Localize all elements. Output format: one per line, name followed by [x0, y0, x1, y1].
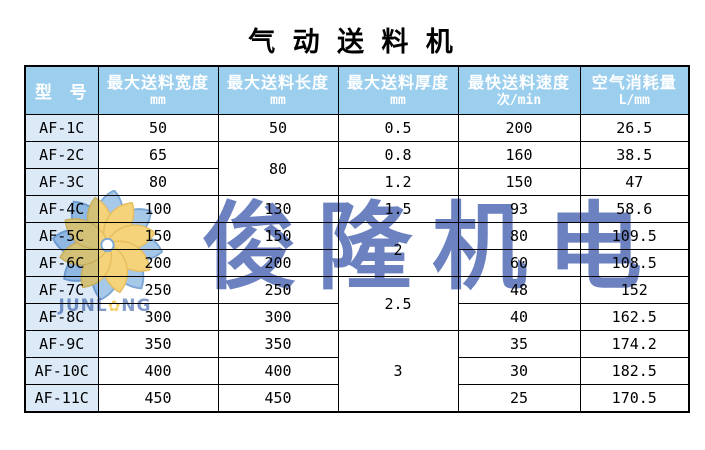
- cell-speed: 200: [457, 114, 581, 142]
- col-header-air-unit: L/mm: [618, 92, 650, 108]
- table-row: AF-3C 80 1.2 150 47: [24, 168, 690, 196]
- cell-air: 58.6: [579, 195, 690, 223]
- table-row: AF-8C 300 300 40 162.5: [24, 303, 690, 331]
- col-header-thickness-label: 最大送料厚度: [346, 72, 449, 92]
- cell-model: AF-8C: [24, 303, 99, 331]
- cell-air: 152: [579, 276, 690, 304]
- cell-width: 50: [97, 114, 219, 142]
- cell-width: 450: [97, 384, 219, 413]
- table-row: AF-1C 50 50 0.5 200 26.5: [24, 114, 690, 142]
- cell-model: AF-5C: [24, 222, 99, 250]
- cell-thickness: 1.5: [337, 195, 459, 223]
- cell-width: 250: [97, 276, 219, 304]
- header-row: 型 号 最大送料宽度 mm 最大送料长度 mm 最大送料厚度 mm 最快送料速度…: [24, 65, 690, 115]
- cell-width: 100: [97, 195, 219, 223]
- col-header-speed: 最快送料速度 次/min: [457, 65, 581, 115]
- col-header-thickness: 最大送料厚度 mm: [337, 65, 459, 115]
- cell-model: AF-3C: [24, 168, 99, 196]
- cell-thickness-merged: 2: [337, 222, 459, 277]
- col-header-width-label: 最大送料宽度: [106, 72, 209, 92]
- table-row: AF-4C 100 130 1.5 93 58.6: [24, 195, 690, 223]
- cell-air: 109.5: [579, 222, 690, 250]
- col-header-speed-label: 最快送料速度: [467, 72, 570, 92]
- cell-model: AF-2C: [24, 141, 99, 169]
- table-row: AF-10C 400 400 30 182.5: [24, 357, 690, 385]
- cell-length: 250: [217, 276, 339, 304]
- cell-length: 300: [217, 303, 339, 331]
- table-row: AF-7C 250 250 2.5 48 152: [24, 276, 690, 331]
- cell-model: AF-10C: [24, 357, 99, 385]
- table-row: AF-5C 150 150 2 80 109.5: [24, 222, 690, 277]
- cell-width: 200: [97, 249, 219, 277]
- cell-model: AF-9C: [24, 330, 99, 358]
- cell-length: 130: [217, 195, 339, 223]
- cell-width: 80: [97, 168, 219, 196]
- page-title: 气 动 送 料 机: [248, 27, 457, 58]
- cell-air: 26.5: [579, 114, 690, 142]
- cell-length: 350: [217, 330, 339, 358]
- cell-speed: 160: [457, 141, 581, 169]
- cell-thickness-merged: 2.5: [337, 276, 459, 331]
- cell-speed: 150: [457, 168, 581, 196]
- table-row: AF-2C 65 80 0.8 160 38.5: [24, 141, 690, 196]
- table-row: AF-11C 450 450 25 170.5: [24, 384, 690, 413]
- cell-width: 300: [97, 303, 219, 331]
- cell-width: 400: [97, 357, 219, 385]
- cell-air: 170.5: [579, 384, 690, 413]
- cell-speed: 30: [457, 357, 581, 385]
- cell-air: 108.5: [579, 249, 690, 277]
- cell-model: AF-1C: [24, 114, 99, 142]
- cell-speed: 48: [457, 276, 581, 304]
- cell-length: 50: [217, 114, 339, 142]
- cell-speed: 40: [457, 303, 581, 331]
- col-header-width: 最大送料宽度 mm: [97, 65, 219, 115]
- cell-length: 400: [217, 357, 339, 385]
- cell-width: 350: [97, 330, 219, 358]
- cell-speed: 93: [457, 195, 581, 223]
- cell-speed: 25: [457, 384, 581, 413]
- cell-width: 65: [97, 141, 219, 169]
- cell-speed: 35: [457, 330, 581, 358]
- cell-model: AF-4C: [24, 195, 99, 223]
- cell-width: 150: [97, 222, 219, 250]
- col-header-speed-unit: 次/min: [496, 92, 542, 108]
- cell-model: AF-6C: [24, 249, 99, 277]
- col-header-length-label: 最大送料长度: [226, 72, 329, 92]
- table-row: AF-9C 350 350 3 35 174.2: [24, 330, 690, 413]
- col-header-model: 型 号: [24, 65, 99, 115]
- cell-speed: 60: [457, 249, 581, 277]
- cell-length: 200: [217, 249, 339, 277]
- spec-table: 型 号 最大送料宽度 mm 最大送料长度 mm 最大送料厚度 mm 最快送料速度…: [24, 65, 690, 413]
- cell-thickness: 1.2: [337, 168, 459, 196]
- cell-air: 162.5: [579, 303, 690, 331]
- cell-length: 150: [217, 222, 339, 250]
- cell-thickness: 0.8: [337, 141, 459, 169]
- cell-air: 38.5: [579, 141, 690, 169]
- col-header-length-unit: mm: [270, 92, 286, 108]
- col-header-air: 空气消耗量 L/mm: [579, 65, 690, 115]
- cell-speed: 80: [457, 222, 581, 250]
- cell-air: 47: [579, 168, 690, 196]
- cell-air: 182.5: [579, 357, 690, 385]
- cell-length-merged: 80: [217, 141, 339, 196]
- cell-air: 174.2: [579, 330, 690, 358]
- col-header-thickness-unit: mm: [390, 92, 406, 108]
- cell-thickness: 0.5: [337, 114, 459, 142]
- cell-thickness-merged: 3: [337, 330, 459, 413]
- col-header-width-unit: mm: [150, 92, 166, 108]
- cell-length: 450: [217, 384, 339, 413]
- cell-model: AF-11C: [24, 384, 99, 413]
- col-header-length: 最大送料长度 mm: [217, 65, 339, 115]
- cell-model: AF-7C: [24, 276, 99, 304]
- col-header-air-label: 空气消耗量: [591, 72, 677, 92]
